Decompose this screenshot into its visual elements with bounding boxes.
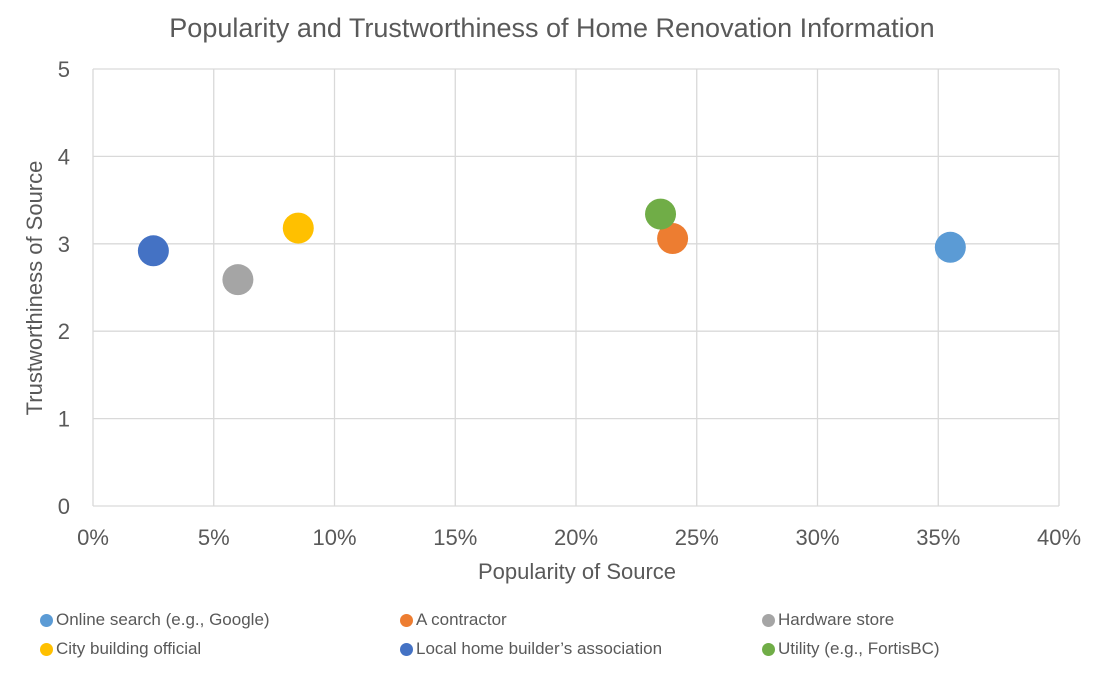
x-axis-ticks: 0% 5% 10% 15% 20% 25% 30% 35% 40% — [77, 525, 1081, 550]
y-tick-label: 5 — [58, 57, 70, 82]
x-tick-label: 10% — [312, 525, 356, 550]
x-tick-label: 20% — [554, 525, 598, 550]
legend-label: Utility (e.g., FortisBC) — [778, 639, 940, 658]
y-tick-label: 4 — [58, 144, 70, 169]
legend-item: City building official — [40, 636, 201, 662]
legend-item: A contractor — [400, 607, 507, 633]
legend-marker-icon — [40, 613, 53, 627]
gridlines — [92, 68, 1060, 507]
chart-legend: Online search (e.g., Google) A contractor… — [0, 604, 1104, 668]
legend-label: A contractor — [416, 610, 507, 629]
y-axis-ticks: 0 1 2 3 4 5 — [58, 57, 70, 519]
legend-label: Hardware store — [778, 610, 895, 629]
y-tick-label: 1 — [58, 407, 70, 432]
legend-item: Local home builder’s association — [400, 636, 662, 662]
data-point — [282, 212, 314, 244]
chart-title: Popularity and Trustworthiness of Home R… — [169, 13, 934, 43]
legend-label: Online search (e.g., Google) — [56, 610, 270, 629]
x-axis-label: Popularity of Source — [478, 559, 676, 584]
x-tick-label: 0% — [77, 525, 109, 550]
y-tick-label: 2 — [58, 319, 70, 344]
data-point — [222, 264, 254, 296]
legend-marker-icon — [40, 642, 53, 656]
x-tick-label: 5% — [198, 525, 230, 550]
legend-marker-icon — [762, 613, 775, 627]
x-tick-label: 35% — [916, 525, 960, 550]
data-point — [137, 235, 169, 267]
data-point — [934, 231, 966, 263]
legend-label: Local home builder’s association — [416, 639, 663, 658]
legend-item: Online search (e.g., Google) — [40, 607, 270, 633]
legend-marker-icon — [400, 642, 413, 656]
legend-item: Utility (e.g., FortisBC) — [762, 636, 940, 662]
legend-marker-icon — [400, 613, 413, 627]
data-points — [137, 198, 966, 296]
x-tick-label: 25% — [675, 525, 719, 550]
legend-item: Hardware store — [762, 607, 894, 633]
y-tick-label: 0 — [58, 494, 70, 519]
legend-marker-icon — [762, 642, 775, 656]
x-tick-label: 30% — [795, 525, 839, 550]
x-tick-label: 40% — [1037, 525, 1081, 550]
scatter-chart: Popularity and Trustworthiness of Home R… — [22, 13, 1081, 584]
x-tick-label: 15% — [433, 525, 477, 550]
y-axis-label: Trustworthiness of Source — [22, 161, 47, 416]
data-point — [645, 198, 677, 230]
legend-label: City building official — [56, 639, 202, 658]
y-tick-label: 3 — [58, 232, 70, 257]
data-point — [657, 223, 689, 255]
